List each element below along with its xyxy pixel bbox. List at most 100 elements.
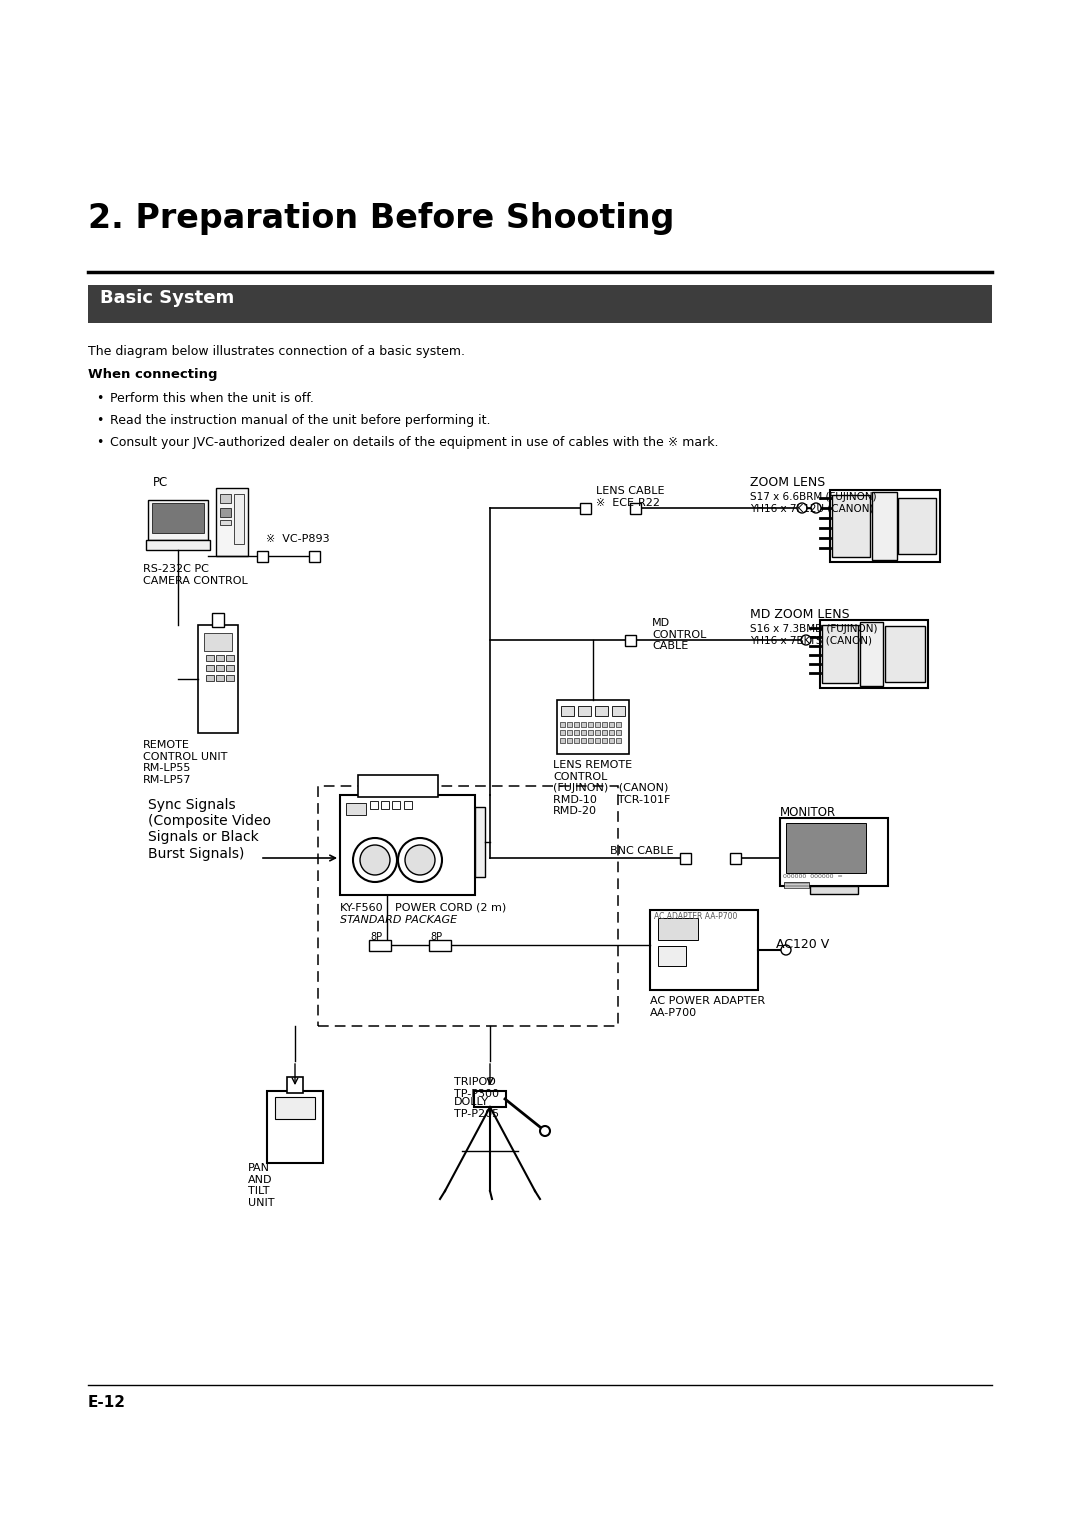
- FancyBboxPatch shape: [573, 738, 579, 743]
- Text: 2. Preparation Before Shooting: 2. Preparation Before Shooting: [87, 202, 674, 235]
- FancyBboxPatch shape: [609, 730, 615, 735]
- FancyBboxPatch shape: [220, 494, 231, 503]
- FancyBboxPatch shape: [680, 853, 691, 863]
- Text: Basic System: Basic System: [100, 289, 234, 307]
- FancyBboxPatch shape: [87, 286, 993, 322]
- FancyBboxPatch shape: [212, 613, 224, 626]
- Text: AC POWER ADAPTER
AA-P700: AC POWER ADAPTER AA-P700: [650, 996, 765, 1018]
- FancyBboxPatch shape: [602, 738, 607, 743]
- FancyBboxPatch shape: [630, 503, 642, 513]
- FancyBboxPatch shape: [206, 656, 214, 662]
- FancyBboxPatch shape: [257, 552, 268, 562]
- FancyBboxPatch shape: [786, 824, 866, 872]
- FancyBboxPatch shape: [578, 706, 591, 717]
- FancyBboxPatch shape: [561, 706, 573, 717]
- FancyBboxPatch shape: [595, 723, 600, 727]
- Text: TRIPOD
TP-P300: TRIPOD TP-P300: [454, 1077, 499, 1099]
- FancyBboxPatch shape: [650, 911, 758, 990]
- FancyBboxPatch shape: [784, 882, 809, 888]
- Text: Perform this when the unit is off.: Perform this when the unit is off.: [110, 393, 314, 405]
- FancyBboxPatch shape: [616, 738, 621, 743]
- Text: MD
CONTROL
CABLE: MD CONTROL CABLE: [652, 617, 706, 651]
- FancyBboxPatch shape: [810, 886, 858, 894]
- Text: MD ZOOM LENS: MD ZOOM LENS: [750, 608, 850, 620]
- Text: 000000  000000  =: 000000 000000 =: [783, 874, 842, 879]
- FancyBboxPatch shape: [860, 622, 883, 686]
- Circle shape: [360, 845, 390, 876]
- FancyBboxPatch shape: [567, 738, 572, 743]
- FancyBboxPatch shape: [204, 633, 232, 651]
- FancyBboxPatch shape: [658, 918, 698, 940]
- FancyBboxPatch shape: [573, 730, 579, 735]
- Text: PAN
AND
TILT
UNIT: PAN AND TILT UNIT: [248, 1163, 274, 1207]
- FancyBboxPatch shape: [616, 730, 621, 735]
- Text: •: •: [96, 435, 104, 449]
- Text: MONITOR: MONITOR: [780, 805, 836, 819]
- FancyBboxPatch shape: [275, 1097, 315, 1118]
- Circle shape: [399, 837, 442, 882]
- Text: When connecting: When connecting: [87, 368, 217, 380]
- FancyBboxPatch shape: [595, 730, 600, 735]
- FancyBboxPatch shape: [822, 625, 858, 683]
- Text: Consult your JVC-authorized dealer on details of the equipment in use of cables : Consult your JVC-authorized dealer on de…: [110, 435, 718, 449]
- Circle shape: [353, 837, 397, 882]
- FancyBboxPatch shape: [609, 738, 615, 743]
- FancyBboxPatch shape: [429, 940, 451, 950]
- FancyBboxPatch shape: [148, 500, 208, 539]
- Text: REMOTE
CONTROL UNIT
RM-LP55
RM-LP57: REMOTE CONTROL UNIT RM-LP55 RM-LP57: [143, 740, 228, 785]
- FancyBboxPatch shape: [287, 1077, 303, 1093]
- FancyBboxPatch shape: [730, 853, 741, 863]
- FancyBboxPatch shape: [872, 492, 897, 559]
- FancyBboxPatch shape: [567, 723, 572, 727]
- FancyBboxPatch shape: [226, 665, 234, 671]
- Text: DOLLY
TP-P205: DOLLY TP-P205: [454, 1097, 499, 1118]
- FancyBboxPatch shape: [602, 723, 607, 727]
- FancyBboxPatch shape: [309, 552, 320, 562]
- Circle shape: [797, 503, 807, 513]
- FancyBboxPatch shape: [220, 520, 231, 526]
- FancyBboxPatch shape: [216, 656, 224, 662]
- FancyBboxPatch shape: [474, 1091, 507, 1106]
- FancyBboxPatch shape: [216, 675, 224, 681]
- FancyBboxPatch shape: [602, 730, 607, 735]
- FancyBboxPatch shape: [588, 730, 593, 735]
- Text: ※  VC-P893: ※ VC-P893: [266, 533, 329, 544]
- FancyBboxPatch shape: [612, 706, 625, 717]
- Text: Sync Signals
(Composite Video
Signals or Black
Burst Signals): Sync Signals (Composite Video Signals or…: [148, 798, 271, 860]
- FancyBboxPatch shape: [595, 738, 600, 743]
- Circle shape: [540, 1126, 550, 1135]
- FancyBboxPatch shape: [392, 801, 400, 808]
- FancyBboxPatch shape: [346, 804, 366, 814]
- FancyBboxPatch shape: [267, 1091, 323, 1163]
- FancyBboxPatch shape: [226, 656, 234, 662]
- FancyBboxPatch shape: [885, 626, 924, 681]
- FancyBboxPatch shape: [234, 494, 244, 544]
- FancyBboxPatch shape: [561, 723, 565, 727]
- Text: KY-F560: KY-F560: [340, 903, 383, 914]
- FancyBboxPatch shape: [561, 730, 565, 735]
- Text: 8P: 8P: [370, 932, 382, 941]
- Text: AC120 V: AC120 V: [777, 938, 829, 950]
- FancyBboxPatch shape: [609, 723, 615, 727]
- FancyBboxPatch shape: [658, 946, 686, 966]
- FancyBboxPatch shape: [226, 675, 234, 681]
- Text: The diagram below illustrates connection of a basic system.: The diagram below illustrates connection…: [87, 345, 465, 358]
- Text: POWER CORD (2 m): POWER CORD (2 m): [395, 903, 507, 914]
- Text: •: •: [96, 393, 104, 405]
- FancyBboxPatch shape: [216, 665, 224, 671]
- FancyBboxPatch shape: [580, 503, 591, 513]
- FancyBboxPatch shape: [897, 498, 936, 555]
- FancyBboxPatch shape: [573, 723, 579, 727]
- FancyBboxPatch shape: [152, 503, 204, 533]
- Circle shape: [811, 503, 821, 513]
- Text: E-12: E-12: [87, 1395, 126, 1410]
- FancyBboxPatch shape: [404, 801, 411, 808]
- FancyBboxPatch shape: [216, 487, 248, 556]
- FancyBboxPatch shape: [561, 738, 565, 743]
- Text: S17 x 6.6BRM (FUJINON)
YH16 x 7K12U (CANON): S17 x 6.6BRM (FUJINON) YH16 x 7K12U (CAN…: [750, 492, 877, 513]
- FancyBboxPatch shape: [381, 801, 389, 808]
- FancyBboxPatch shape: [588, 723, 593, 727]
- FancyBboxPatch shape: [581, 738, 586, 743]
- FancyBboxPatch shape: [146, 539, 210, 550]
- Circle shape: [801, 636, 811, 645]
